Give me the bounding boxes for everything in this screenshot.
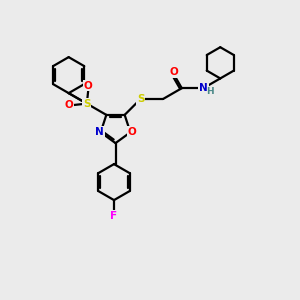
Text: O: O	[84, 81, 93, 91]
Text: F: F	[110, 211, 118, 221]
Text: S: S	[137, 94, 144, 104]
Text: O: O	[128, 127, 136, 137]
Text: N: N	[95, 127, 104, 137]
Text: S: S	[83, 99, 91, 109]
Text: O: O	[170, 67, 179, 77]
Text: O: O	[64, 100, 73, 110]
Text: N: N	[199, 83, 208, 93]
Text: H: H	[206, 87, 214, 96]
